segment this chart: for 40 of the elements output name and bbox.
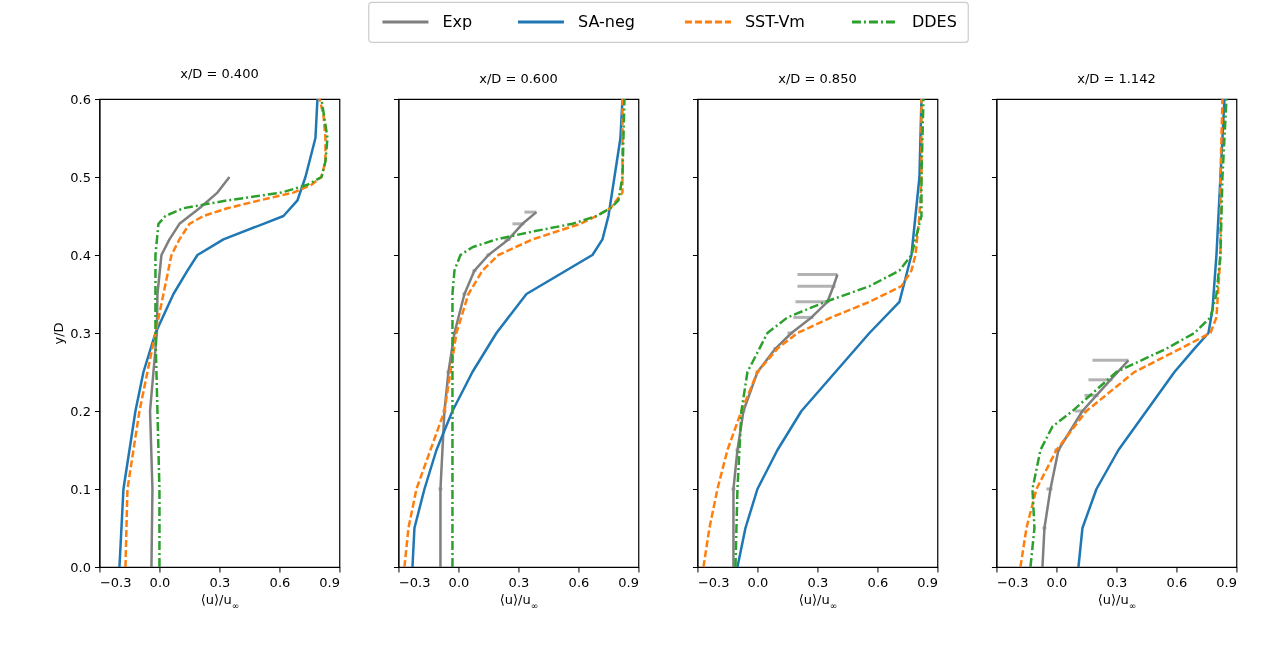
- y-axis-title: y/D: [51, 322, 67, 345]
- x-axis-title: ⟨u⟩/u$_{∞}$: [499, 591, 539, 611]
- x-tick-label: 0.9: [917, 574, 938, 590]
- x-tick-label: 0.9: [618, 574, 639, 590]
- chart-title: x/D = 0.400: [180, 66, 259, 81]
- legend-label: Exp: [442, 12, 473, 31]
- chart-title: x/D = 1.142: [1077, 70, 1156, 86]
- x-tick-label: −0.3: [697, 574, 730, 590]
- x-tick-label: 0.9: [1216, 574, 1237, 590]
- y-tick-label: 0.5: [70, 169, 91, 185]
- x-tick-label: −0.3: [99, 574, 132, 590]
- legend-label: DDES: [911, 12, 957, 31]
- x-tick-label: 0.6: [867, 574, 889, 590]
- y-tick-label: 0.6: [70, 91, 91, 107]
- y-tick-label: 0.1: [70, 481, 91, 497]
- legend-label: SA-neg: [577, 12, 635, 31]
- x-tick-label: 0.3: [1106, 574, 1128, 590]
- x-axis-title: ⟨u⟩/u$_{∞}$: [1097, 591, 1137, 611]
- x-tick-label: 0.9: [319, 574, 340, 590]
- x-tick-label: −0.3: [996, 574, 1029, 590]
- x-tick-label: 0.3: [209, 574, 231, 590]
- x-tick-label: 0.0: [747, 574, 769, 590]
- y-tick-label: 0.4: [70, 247, 91, 263]
- x-tick-label: 0.6: [1166, 574, 1188, 590]
- x-axis-title: ⟨u⟩/u$_{∞}$: [200, 591, 240, 611]
- chart-title: x/D = 0.600: [479, 70, 558, 86]
- x-tick-label: 0.3: [508, 574, 530, 590]
- x-tick-label: 0.0: [149, 574, 171, 590]
- y-tick-label: 0.0: [70, 559, 91, 575]
- x-tick-label: 0.6: [568, 574, 590, 590]
- x-axis-title: ⟨u⟩/u$_{∞}$: [798, 591, 838, 611]
- x-tick-label: 0.3: [807, 574, 829, 590]
- x-tick-label: 0.0: [448, 574, 470, 590]
- x-tick-label: 0.6: [269, 574, 291, 590]
- y-tick-label: 0.2: [70, 403, 91, 419]
- chart-title: x/D = 0.850: [778, 70, 857, 86]
- y-tick-label: 0.3: [70, 325, 91, 341]
- legend-label: SST-Vm: [744, 12, 805, 31]
- x-tick-label: −0.3: [398, 574, 431, 590]
- x-tick-label: 0.0: [1046, 574, 1068, 590]
